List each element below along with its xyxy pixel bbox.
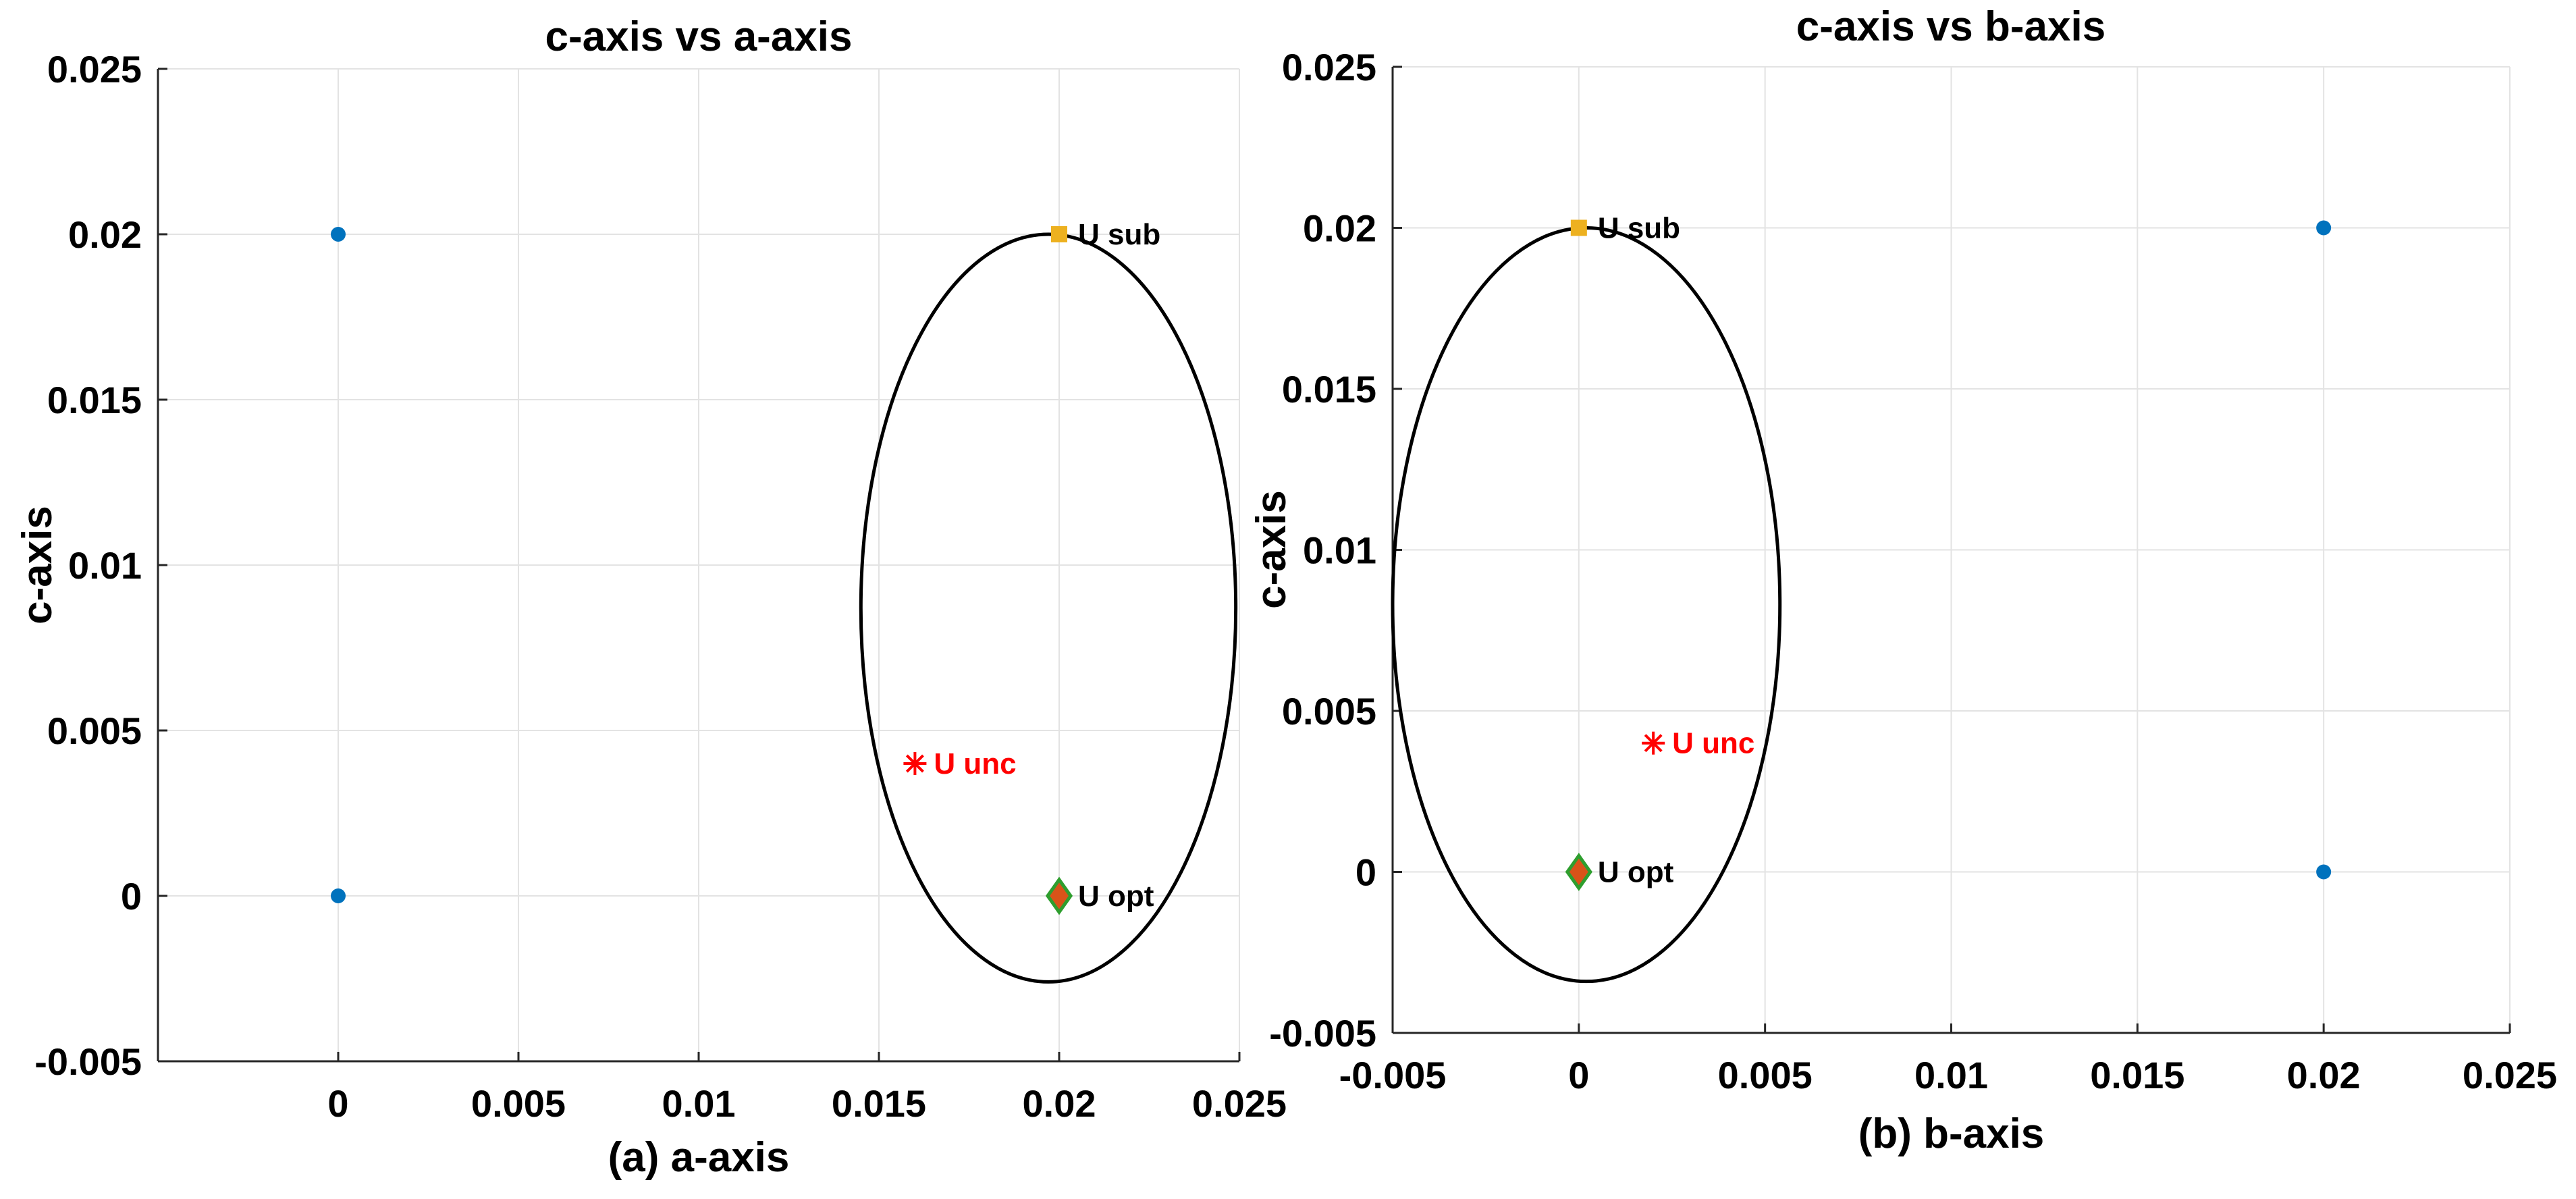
x-tick-label: 0.01 <box>1914 1054 1988 1096</box>
y-tick-label: 0.02 <box>1303 207 1376 250</box>
x-tick-label: 0.005 <box>471 1082 566 1125</box>
subplot-1: 0 0.005 0.01 0.015 0.02 0.025 -0.005 0 0.005 0.01… <box>14 14 1287 1181</box>
x-tick-label: 0 <box>1568 1054 1589 1096</box>
asterisk-stroke <box>1644 734 1663 753</box>
x-axis-label: (a) a-axis <box>608 1134 790 1181</box>
y-tick-label: 0.005 <box>1282 690 1376 732</box>
y-tick-label: 0.01 <box>68 544 142 587</box>
y-tick-label: 0 <box>121 875 142 917</box>
y-tick-label: 0.02 <box>68 213 142 256</box>
u-sub-marker <box>1051 226 1067 242</box>
x-tick-label: 0.025 <box>2463 1054 2557 1096</box>
x-tick-label: 0.01 <box>662 1082 736 1125</box>
y-axis-label: c-axis <box>14 506 61 624</box>
y-tick-label: 0.005 <box>47 710 142 752</box>
y-tick-label: 0.025 <box>47 48 142 90</box>
x-tick-label: 0.02 <box>1023 1082 1096 1125</box>
u-unc-marker <box>1642 731 1665 755</box>
subplot-2: -0.005 0 0.005 0.01 0.015 0.02 0.025 -0.005 0 0.0… <box>1248 3 2557 1157</box>
annotation-u-unc: U unc <box>1672 727 1754 760</box>
annotation-u-unc: U unc <box>934 747 1016 780</box>
y-tick-label: 0.01 <box>1303 529 1376 572</box>
grid <box>1392 66 2511 1034</box>
u-sub-marker <box>1570 219 1587 236</box>
y-tick-label: 0.025 <box>1282 46 1376 88</box>
x-tick-label: -0.005 <box>1339 1054 1447 1096</box>
x-axis-label: (b) b-axis <box>1858 1111 2045 1157</box>
y-tick-label: 0.015 <box>47 379 142 421</box>
y-tick-label: -0.005 <box>1269 1012 1376 1055</box>
y-tick-label: -0.005 <box>34 1040 142 1083</box>
x-tick-label: 0.005 <box>1718 1054 1813 1096</box>
chart-title: c-axis vs b-axis <box>1796 3 2105 50</box>
chart-title: c-axis vs a-axis <box>545 14 852 60</box>
data-point <box>2316 220 2332 236</box>
asterisk-stroke <box>905 754 924 773</box>
x-tick-label: 0.02 <box>2287 1054 2361 1096</box>
grid <box>158 68 1240 1062</box>
x-tick-label: 0.025 <box>1192 1082 1287 1125</box>
u-opt-marker <box>1045 876 1073 915</box>
x-tick-label: 0.015 <box>2090 1054 2184 1096</box>
u-opt-marker <box>1565 853 1592 891</box>
data-point <box>331 888 346 903</box>
annotation-u-opt: U opt <box>1078 880 1154 913</box>
annotation-u-sub: U sub <box>1598 212 1680 245</box>
x-tick-label: 0.015 <box>832 1082 926 1125</box>
confidence-ellipse <box>859 232 1238 984</box>
annotation-u-sub: U sub <box>1078 218 1160 251</box>
x-tick-label: 0 <box>327 1082 348 1125</box>
y-tick-label: 0.015 <box>1282 368 1376 410</box>
y-tick-label: 0 <box>1356 851 1376 894</box>
data-point <box>2316 864 2332 880</box>
y-axis-label: c-axis <box>1248 490 1295 609</box>
data-point <box>331 227 346 242</box>
annotation-u-opt: U opt <box>1598 856 1674 889</box>
u-unc-marker <box>903 752 927 775</box>
